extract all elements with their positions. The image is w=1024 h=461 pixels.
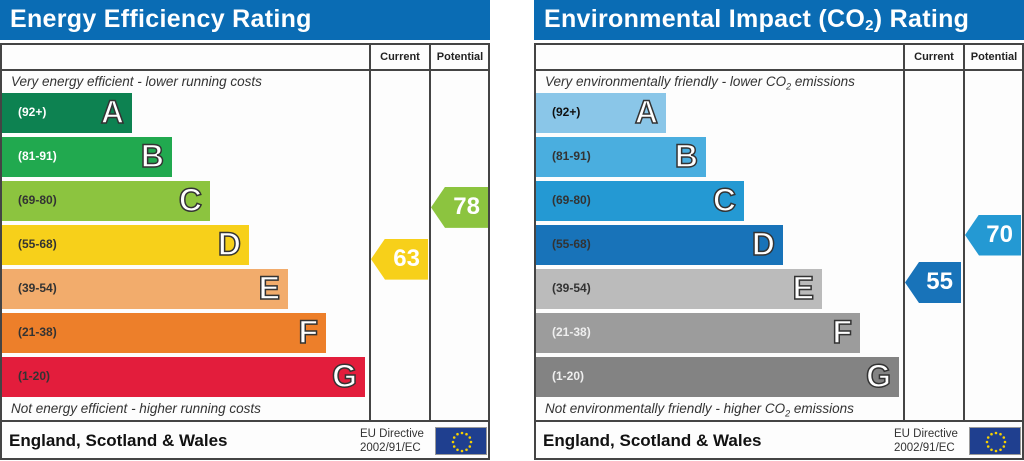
eu-flag-icon xyxy=(969,427,1021,455)
current-rating-value: 55 xyxy=(926,268,953,295)
band-letter: E xyxy=(258,269,281,307)
title-text: Environmental Impact (CO xyxy=(544,5,866,33)
band-range: (39-54) xyxy=(552,281,591,295)
band-range: (21-38) xyxy=(552,325,591,339)
note-text: emissions xyxy=(790,401,854,416)
title-text: ) Rating xyxy=(873,5,970,33)
note-subscript: 2 xyxy=(786,81,792,92)
current-rating-indicator: 63 xyxy=(371,238,428,280)
band-c: (69-80) C xyxy=(2,181,210,221)
energy-efficiency-panel: Energy Efficiency Rating Current Potenti… xyxy=(0,0,490,460)
band-range: (81-91) xyxy=(552,149,591,163)
band-range: (81-91) xyxy=(18,149,57,163)
divider xyxy=(369,45,371,420)
energy-title: Energy Efficiency Rating xyxy=(0,0,490,40)
band-letter: A xyxy=(634,93,659,131)
band-letter: A xyxy=(100,93,125,131)
band-range: (21-38) xyxy=(18,325,57,339)
eu-directive-line1: EU Directive xyxy=(360,428,424,440)
band-letter: E xyxy=(792,269,815,307)
eu-directive: EU Directive 2002/91/EC xyxy=(894,427,958,455)
divider xyxy=(963,45,965,420)
eu-directive-line2: 2002/91/EC xyxy=(894,442,955,454)
band-letter: F xyxy=(832,313,853,351)
top-note: Very environmentally friendly - lower CO… xyxy=(545,74,855,92)
band-range: (55-68) xyxy=(18,237,57,251)
title-subscript: 2 xyxy=(865,17,874,34)
potential-rating-indicator: 78 xyxy=(431,186,488,228)
potential-rating-indicator: 70 xyxy=(965,214,1021,256)
note-text: Very environmentally friendly - lower CO xyxy=(545,74,787,89)
current-rating-indicator: 55 xyxy=(905,262,961,303)
bottom-note: Not environmentally friendly - higher CO… xyxy=(545,401,854,419)
eu-directive-line1: EU Directive xyxy=(894,428,958,440)
band-f: (21-38) F xyxy=(536,313,860,353)
band-letter: C xyxy=(178,181,203,219)
band-e: (39-54) E xyxy=(536,269,822,309)
eu-directive-line2: 2002/91/EC xyxy=(360,442,421,454)
divider xyxy=(536,69,1022,71)
band-g: (1-20) G xyxy=(2,357,365,397)
band-letter: D xyxy=(751,225,776,263)
band-range: (69-80) xyxy=(18,193,57,207)
band-letter: G xyxy=(865,357,891,395)
band-range: (39-54) xyxy=(18,281,57,295)
environment-title: Environmental Impact (CO2) Rating xyxy=(534,0,1024,40)
top-note: Very energy efficient - lower running co… xyxy=(11,74,262,89)
note-text: emissions xyxy=(791,74,855,89)
band-g: (1-20) G xyxy=(536,357,899,397)
band-b: (81-91) B xyxy=(536,137,706,177)
potential-rating-value: 78 xyxy=(453,192,480,220)
band-a: (92+) A xyxy=(536,93,666,133)
divider xyxy=(2,420,488,422)
region-label: England, Scotland & Wales xyxy=(543,431,762,450)
eu-flag-icon xyxy=(435,427,487,455)
band-letter: B xyxy=(140,137,165,175)
band-letter: B xyxy=(674,137,699,175)
divider xyxy=(2,69,488,71)
band-range: (1-20) xyxy=(552,369,585,383)
eu-directive: EU Directive 2002/91/EC xyxy=(360,427,424,455)
band-c: (69-80) C xyxy=(536,181,744,221)
band-range: (92+) xyxy=(552,105,581,119)
band-range: (69-80) xyxy=(552,193,591,207)
potential-column-header: Potential xyxy=(970,51,1018,63)
divider xyxy=(429,45,431,420)
divider xyxy=(536,420,1022,422)
current-column-header: Current xyxy=(380,51,420,63)
current-column-header: Current xyxy=(914,51,954,63)
note-text: Not environmentally friendly - higher CO xyxy=(545,401,786,416)
divider xyxy=(903,45,905,420)
band-e: (39-54) E xyxy=(2,269,288,309)
band-a: (92+) A xyxy=(2,93,132,133)
band-f: (21-38) F xyxy=(2,313,326,353)
band-d: (55-68) D xyxy=(536,225,783,265)
band-range: (1-20) xyxy=(18,369,51,383)
band-letter: D xyxy=(217,225,242,263)
potential-column-header: Potential xyxy=(436,51,484,63)
band-b: (81-91) B xyxy=(2,137,172,177)
note-subscript: 2 xyxy=(785,408,791,419)
current-rating-value: 63 xyxy=(393,244,420,272)
band-letter: C xyxy=(712,181,737,219)
bottom-note: Not energy efficient - higher running co… xyxy=(11,401,261,416)
potential-rating-value: 70 xyxy=(986,220,1013,248)
environment-table: Current Potential Very environmentally f… xyxy=(534,43,1024,460)
band-range: (92+) xyxy=(18,105,47,119)
band-letter: F xyxy=(298,313,319,351)
region-label: England, Scotland & Wales xyxy=(9,431,228,450)
environmental-impact-panel: Environmental Impact (CO2) Rating Curren… xyxy=(534,0,1024,460)
energy-table: Current Potential Very energy efficient … xyxy=(0,43,490,460)
band-range: (55-68) xyxy=(552,237,591,251)
band-d: (55-68) D xyxy=(2,225,249,265)
band-letter: G xyxy=(331,357,357,395)
